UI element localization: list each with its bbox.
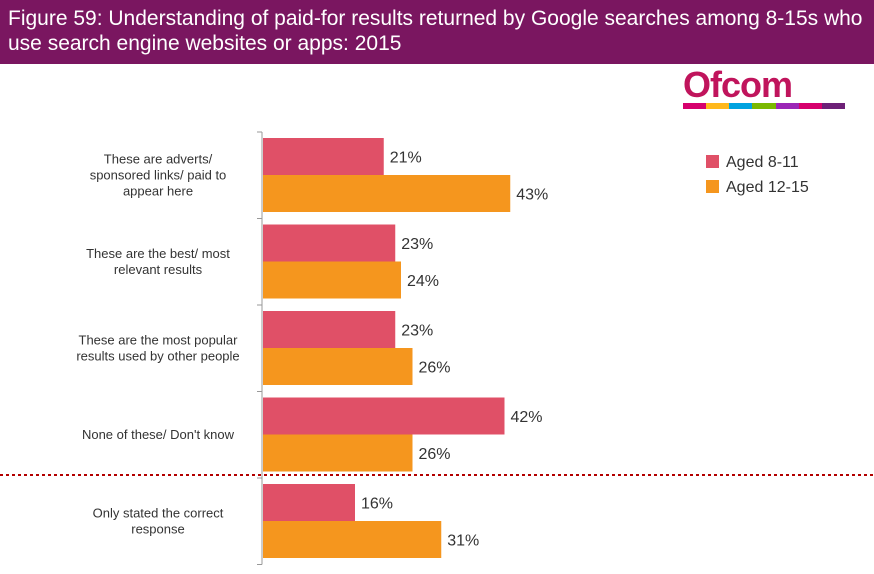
- bar: [263, 484, 355, 521]
- bar: [263, 224, 396, 262]
- data-label: 23%: [401, 236, 433, 253]
- category-label: These are the best/ most: [86, 246, 230, 261]
- bar: [263, 434, 413, 472]
- data-label: 42%: [511, 409, 543, 426]
- data-label: 26%: [419, 360, 451, 377]
- logo-strip-segment: [775, 103, 799, 109]
- logo-strip-segment: [821, 103, 845, 109]
- bar: [263, 348, 413, 385]
- data-label: 43%: [516, 187, 548, 204]
- logo-text: Ofcom: [683, 64, 793, 105]
- data-label: 21%: [390, 150, 422, 167]
- category-label: relevant results: [114, 262, 203, 277]
- bar: [263, 521, 442, 558]
- category-label: results used by other people: [76, 348, 239, 363]
- category-label: None of these/ Don't know: [82, 427, 235, 442]
- data-label: 23%: [401, 323, 433, 340]
- category-label: response: [131, 521, 184, 536]
- category-label: Only stated the correct: [93, 505, 224, 520]
- logo-strip-segment: [683, 103, 707, 109]
- bar: [263, 261, 401, 299]
- data-label: 26%: [419, 446, 451, 463]
- logo-strip-segment: [706, 103, 730, 109]
- bar: [263, 397, 505, 435]
- title-bar: Figure 59: Understanding of paid-for res…: [0, 0, 874, 64]
- category-label: sponsored links/ paid to: [90, 167, 227, 182]
- category-label: These are adverts/: [104, 151, 213, 166]
- category-label: appear here: [123, 183, 193, 198]
- logo-color-strip: [683, 103, 845, 109]
- logo-strip-segment: [752, 103, 776, 109]
- legend-swatch: [706, 180, 719, 193]
- bar: [263, 175, 511, 212]
- chart-title: Figure 59: Understanding of paid-for res…: [8, 7, 863, 55]
- category-label: These are the most popular: [79, 332, 239, 347]
- legend-label: Aged 12-15: [726, 179, 809, 196]
- bar: [263, 311, 396, 348]
- logo-strip-segment: [729, 103, 753, 109]
- bar: [263, 138, 384, 175]
- data-label: 24%: [407, 273, 439, 290]
- legend-label: Aged 8-11: [726, 154, 799, 171]
- data-label: 16%: [361, 496, 393, 513]
- legend-swatch: [706, 155, 719, 168]
- data-label: 31%: [447, 533, 479, 550]
- logo-strip-segment: [798, 103, 822, 109]
- ofcom-logo: Ofcom: [683, 64, 847, 112]
